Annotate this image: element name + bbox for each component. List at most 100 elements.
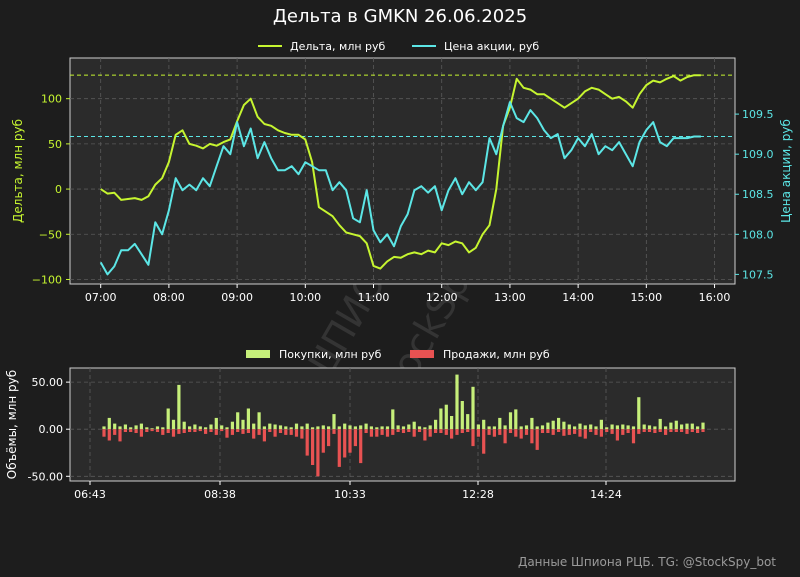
buy-bar (278, 425, 283, 430)
buy-bar (599, 419, 603, 430)
buy-bar (498, 417, 502, 430)
sell-bar (669, 429, 673, 432)
sell-bar (658, 429, 662, 432)
sell-bar (540, 429, 545, 433)
sell-bar (487, 429, 491, 435)
sell-bar (305, 429, 309, 456)
sell-bar (343, 429, 347, 458)
chart-title: Дельта в GMKN 26.06.2025 (272, 6, 528, 27)
sell-bar (321, 429, 325, 453)
buy-bar (428, 425, 432, 430)
buy-bar (348, 425, 352, 430)
sell-bar (188, 429, 192, 432)
buy-bar (696, 426, 700, 430)
y-axis-label-right: Цена акции, руб (779, 119, 793, 223)
buy-bar (262, 426, 266, 430)
buy-bar (647, 425, 652, 430)
buy-bar (642, 424, 646, 430)
buy-bar (300, 426, 304, 430)
sell-bar (102, 429, 106, 437)
x-tick-label: 09:00 (221, 291, 253, 304)
sell-bar (615, 429, 619, 441)
sell-bar (412, 429, 416, 437)
buy-bar (658, 418, 662, 430)
sell-bar (647, 429, 652, 432)
buy-bar (214, 417, 218, 430)
y-tick-label-right: 108.0 (742, 228, 774, 241)
buy-bar (524, 425, 529, 430)
sell-bar (284, 429, 288, 435)
buy-bar (230, 421, 234, 430)
y-tick-label-left: 50 (48, 138, 62, 151)
x-tick-label: 13:00 (494, 291, 526, 304)
x-tick-label: 16:00 (699, 291, 731, 304)
sell-bar (145, 429, 149, 432)
buy-bar (701, 422, 705, 430)
sell-bar (294, 429, 299, 437)
buy-bar (369, 426, 373, 430)
sell-bar (498, 429, 502, 435)
buy-bar (621, 424, 625, 430)
buy-bar (396, 425, 400, 430)
volume-y-tick-label: 50.00 (32, 376, 64, 389)
volume-y-axis-label: Объёмы, млн руб (5, 370, 19, 479)
x-tick-label: 11:00 (358, 291, 390, 304)
buy-bar (615, 425, 619, 430)
buy-bar (145, 427, 149, 430)
buy-bar (685, 423, 689, 430)
sell-bar (626, 429, 630, 433)
buy-bar (578, 423, 582, 430)
buy-bar (294, 423, 299, 430)
sell-bar (605, 429, 609, 432)
x-tick-label: 14:00 (562, 291, 594, 304)
sell-bar (680, 429, 684, 432)
sell-bar (701, 429, 705, 432)
buy-bar (583, 425, 587, 430)
buy-bar (680, 424, 684, 430)
sell-bar (348, 429, 352, 453)
sell-bar (471, 429, 475, 447)
buy-bar (423, 427, 427, 430)
sell-bar (300, 429, 304, 439)
buy-bar (332, 414, 336, 430)
footer-credit: Данные Шпиона РЦБ. TG: @StockSpy_bot (517, 555, 776, 569)
buy-bar (482, 419, 486, 430)
buy-bar (220, 425, 224, 430)
sell-bar (316, 429, 320, 477)
buy-bar (107, 417, 111, 430)
buy-bar (573, 426, 577, 430)
buy-bar (551, 420, 555, 430)
sell-bar (685, 429, 689, 434)
buy-bar (188, 426, 192, 430)
sell-bar (278, 429, 283, 433)
sell-bar (589, 429, 593, 432)
legend-sells-label: Продажи, млн руб (443, 348, 550, 361)
sell-bar (118, 429, 122, 442)
buy-bar (455, 374, 459, 430)
sell-bar (236, 429, 240, 432)
sell-bar (492, 429, 496, 437)
sell-bar (444, 429, 448, 435)
sell-bar (621, 429, 625, 435)
sell-bar (252, 429, 256, 439)
sell-bar (642, 429, 646, 432)
buy-bar (508, 412, 513, 430)
buy-bar (150, 428, 154, 430)
buy-bar (182, 421, 186, 430)
y-tick-label-right: 108.5 (742, 188, 774, 201)
sell-bar (241, 429, 245, 434)
sell-bar (123, 429, 127, 432)
buy-bar (530, 417, 534, 430)
sell-bar (155, 429, 160, 432)
legend-buys-swatch (246, 350, 270, 358)
sell-bar (519, 429, 523, 439)
sell-bar (599, 429, 603, 437)
y-tick-label-left: 100 (41, 93, 62, 106)
sell-bar (225, 429, 229, 438)
buy-bar (327, 426, 331, 430)
x-tick-label: 08:00 (153, 291, 185, 304)
legend-sells-swatch (410, 350, 434, 358)
buy-bar (589, 424, 593, 430)
buy-bar (417, 426, 422, 430)
